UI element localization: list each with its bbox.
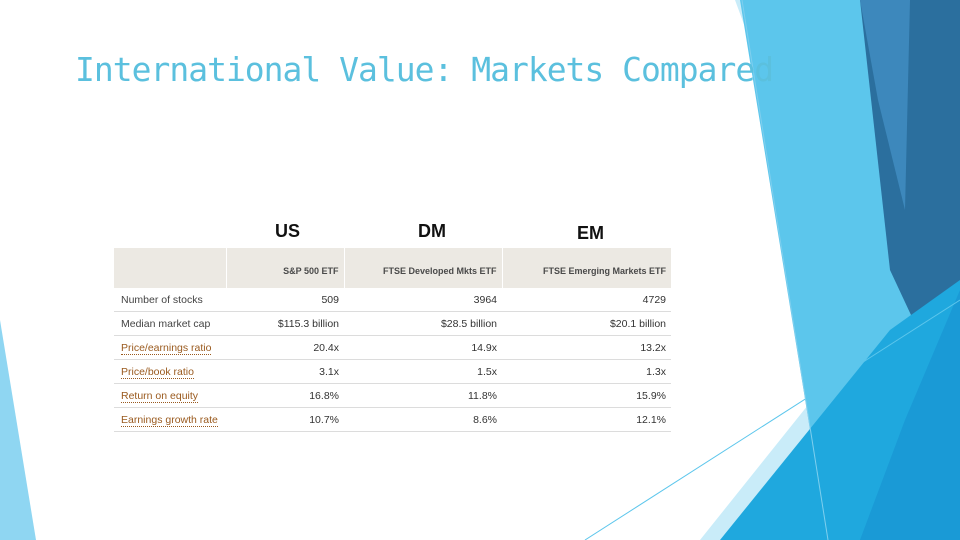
value-cell-dm: 11.8% bbox=[344, 383, 502, 408]
value-cell-dm: 8.6% bbox=[344, 407, 502, 432]
thin-diagonal-line bbox=[584, 299, 960, 540]
value-cell-us: 20.4x bbox=[226, 335, 344, 360]
value-cell-dm: 1.5x bbox=[344, 359, 502, 384]
value-cell-us: 3.1x bbox=[226, 359, 344, 384]
value-cell-dm: 14.9x bbox=[344, 335, 502, 360]
right-mid-panel bbox=[860, 0, 910, 210]
slide-title: International Value: Markets Compared bbox=[75, 50, 774, 89]
value-cell-em: 1.3x bbox=[502, 359, 671, 384]
value-cell-us: $115.3 billion bbox=[226, 311, 344, 336]
header-sp500-etf: S&P 500 ETF bbox=[225, 248, 344, 288]
value-cell-em: 13.2x bbox=[502, 335, 671, 360]
metric-link[interactable]: Price/book ratio bbox=[121, 365, 194, 379]
metric-cell: Median market cap bbox=[114, 311, 226, 336]
value-cell-us: 509 bbox=[226, 288, 344, 312]
left-edge-shape bbox=[0, 320, 36, 540]
thin-vertical-line bbox=[741, 0, 829, 540]
value-cell-dm: 3964 bbox=[344, 288, 502, 312]
table-row: Return on equity 16.8% 11.8% 15.9% bbox=[114, 383, 671, 408]
value-cell-dm: $28.5 billion bbox=[344, 311, 502, 336]
table-row: Number of stocks 509 3964 4729 bbox=[114, 288, 671, 312]
table-body: Number of stocks 509 3964 4729 Median market… bbox=[114, 288, 671, 432]
bottom-deep-panel bbox=[860, 290, 960, 540]
header-metric bbox=[114, 248, 226, 288]
comparison-table: S&P 500 ETF FTSE Developed Mkts ETF FTSE… bbox=[114, 248, 671, 432]
metric-cell: Number of stocks bbox=[114, 288, 226, 312]
region-heading-dm: DM bbox=[418, 221, 446, 241]
metric-link[interactable]: Price/earnings ratio bbox=[121, 341, 212, 355]
value-cell-em: $20.1 billion bbox=[502, 311, 671, 336]
table-row: Median market cap $115.3 billion $28.5 bil… bbox=[114, 311, 671, 336]
table-row: Earnings growth rate 10.7% 8.6% 12.1% bbox=[114, 407, 671, 432]
header-ftse-developed-etf: FTSE Developed Mkts ETF bbox=[343, 248, 502, 288]
region-heading-us: US bbox=[275, 221, 301, 241]
value-cell-em: 15.9% bbox=[502, 383, 671, 408]
region-heading-em: EM bbox=[577, 223, 604, 243]
metric-label: Number of stocks bbox=[121, 293, 203, 306]
table-row: Price/earnings ratio 20.4x 14.9x 13.2x bbox=[114, 335, 671, 360]
value-cell-us: 16.8% bbox=[226, 383, 344, 408]
metric-cell: Price/earnings ratio bbox=[114, 335, 226, 360]
value-cell-us: 10.7% bbox=[226, 407, 344, 432]
header-ftse-emerging-etf: FTSE Emerging Markets ETF bbox=[501, 248, 671, 288]
metric-cell: Price/book ratio bbox=[114, 359, 226, 384]
metric-link[interactable]: Earnings growth rate bbox=[121, 413, 218, 427]
table-row: Price/book ratio 3.1x 1.5x 1.3x bbox=[114, 359, 671, 384]
metric-label: Median market cap bbox=[121, 317, 211, 330]
metric-link[interactable]: Return on equity bbox=[121, 389, 199, 403]
value-cell-em: 12.1% bbox=[502, 407, 671, 432]
table-header-row: S&P 500 ETF FTSE Developed Mkts ETF FTSE… bbox=[114, 248, 671, 288]
metric-cell: Return on equity bbox=[114, 383, 226, 408]
metric-cell: Earnings growth rate bbox=[114, 407, 226, 432]
value-cell-em: 4729 bbox=[502, 288, 671, 312]
